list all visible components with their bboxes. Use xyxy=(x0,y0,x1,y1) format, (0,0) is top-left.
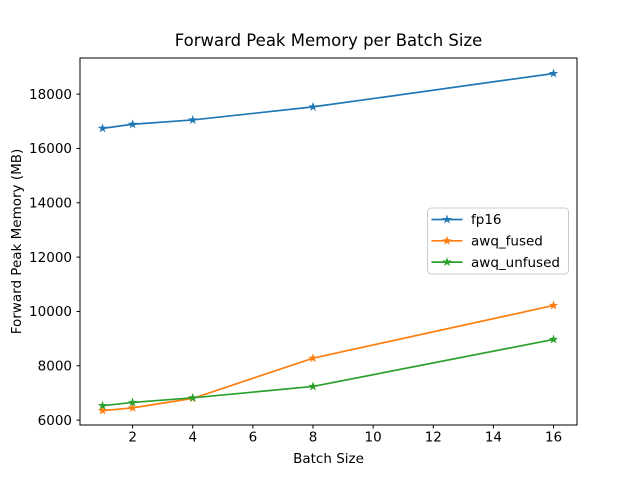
data-point-awq_fused xyxy=(308,353,318,363)
series-line-awq_fused xyxy=(101,304,555,412)
data-point-awq_unfused xyxy=(97,400,108,410)
data-point-awq_unfused xyxy=(548,334,559,344)
series-fp16 xyxy=(97,68,559,133)
y-tick-label: 10000 xyxy=(29,304,72,320)
legend-marker-star-icon xyxy=(442,257,452,267)
x-tick-label: 10 xyxy=(365,430,382,446)
x-tick-label: 8 xyxy=(309,430,318,446)
x-tick-label: 16 xyxy=(545,430,562,446)
series-awq_unfused xyxy=(97,334,559,410)
x-tick-label: 4 xyxy=(188,430,197,446)
data-point-fp16 xyxy=(97,123,108,133)
x-tick-label: 12 xyxy=(425,430,442,446)
data-point-awq_unfused xyxy=(308,381,318,391)
data-point-awq_unfused xyxy=(187,392,198,402)
axes-spines xyxy=(79,57,578,426)
legend-item-fp16: fp16 xyxy=(431,212,502,228)
x-tick-label: 2 xyxy=(128,430,137,446)
data-point-fp16 xyxy=(127,119,138,129)
y-tick-label: 18000 xyxy=(29,87,72,103)
legend-item-awq_unfused: awq_unfused xyxy=(431,255,560,271)
series-line-awq_unfused xyxy=(101,338,555,407)
legend-label-awq_unfused: awq_unfused xyxy=(471,255,560,271)
x-axis-label: Batch Size xyxy=(293,451,364,467)
legend-box xyxy=(427,207,569,275)
y-tick-label: 6000 xyxy=(38,413,72,429)
plot-content: 2 4 6 8 10 12 14 16 6000 8000 10000 12000 14000 16000… xyxy=(29,57,578,446)
legend: fp16 awq_fused awq_unfused xyxy=(427,207,569,275)
data-point-awq_unfused xyxy=(127,397,138,407)
data-point-awq_fused xyxy=(127,402,138,412)
series-line-fp16 xyxy=(101,72,555,130)
data-point-awq_fused xyxy=(97,405,108,415)
y-tick-label: 8000 xyxy=(38,358,72,374)
legend-marker-star-icon xyxy=(442,235,452,245)
legend-label-fp16: fp16 xyxy=(471,212,502,228)
legend-item-awq_fused: awq_fused xyxy=(431,234,543,250)
y-tick-label: 14000 xyxy=(29,195,72,211)
y-tick-label: 12000 xyxy=(29,250,72,266)
y-tick-label: 16000 xyxy=(29,141,72,157)
chart-title: Forward Peak Memory per Batch Size xyxy=(175,31,483,50)
legend-marker-star-icon xyxy=(442,214,452,224)
x-tick-label: 6 xyxy=(249,430,258,446)
legend-label-awq_fused: awq_fused xyxy=(471,234,543,250)
y-axis-label: Forward Peak Memory (MB) xyxy=(9,149,25,335)
series-awq_fused xyxy=(97,300,559,415)
x-tick-label: 14 xyxy=(485,430,502,446)
data-point-awq_fused xyxy=(548,300,559,310)
data-point-fp16 xyxy=(187,114,198,124)
data-point-fp16 xyxy=(308,101,318,111)
data-point-fp16 xyxy=(548,68,559,78)
